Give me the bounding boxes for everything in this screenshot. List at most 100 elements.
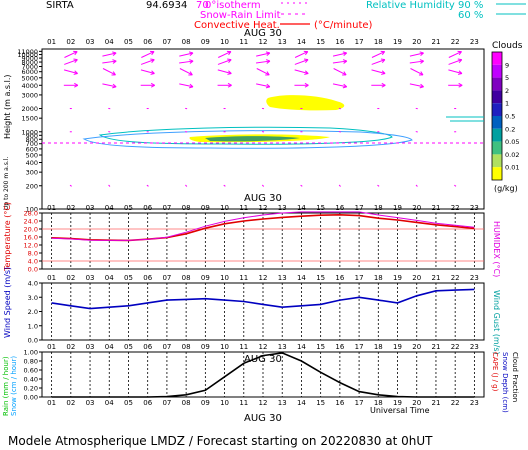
hour-label-wind: 11 (239, 274, 248, 282)
cloud-ytick-label: 11000 (17, 48, 38, 56)
legend-isotherm: 0°isotherm (205, 0, 261, 11)
wind-arrow-head (74, 70, 78, 74)
wind-arrow (338, 184, 341, 187)
wind-arrow-head (419, 86, 424, 89)
wind-arrow-head (419, 51, 424, 54)
cloud-panel-frame (41, 48, 485, 210)
wind-arrow (448, 51, 462, 58)
wind-arrow-head (420, 60, 424, 64)
hour-label-top: 07 (162, 38, 171, 46)
wind-ylabel: Wind Speed (m/s) (3, 267, 12, 338)
colorbar-segment (492, 64, 502, 78)
hour-label-rain-top: 10 (220, 343, 229, 351)
hour-label-bottom: 11 (239, 399, 248, 407)
cloud-ytick-label: 4000 (21, 82, 38, 90)
hour-label-temp: 18 (374, 204, 383, 212)
wind-arrow-head (188, 51, 194, 54)
wind-arrow-head (265, 86, 270, 89)
hour-label-top: 04 (105, 38, 114, 46)
wind-arrow (185, 184, 188, 187)
hour-label-rain-top: 17 (355, 343, 364, 351)
wind-arrow-head (227, 73, 232, 75)
hour-label-top: 12 (259, 38, 268, 46)
colorbar-label: 0.02 (505, 151, 519, 159)
wind-arrow (332, 52, 347, 57)
footer-text: Modele Atmospherique LMDZ / Forecast sta… (8, 434, 433, 448)
colorbar-segment (492, 141, 502, 155)
temperature-ytick-label: 20.0 (24, 226, 38, 234)
cloud-ylabel-lower: Up to 200 m a.s.l. (3, 157, 10, 210)
hour-label-wind: 18 (374, 274, 383, 282)
hour-label-temp: 02 (66, 204, 75, 212)
wind-arrow (332, 60, 347, 64)
wind-arrow-head (458, 82, 463, 86)
hour-label-top: 10 (220, 38, 229, 46)
wind-arrow-head (150, 82, 155, 86)
wind-arrow-head (189, 83, 194, 88)
hour-label-top: 21 (431, 38, 440, 46)
wind-arrow (140, 69, 155, 74)
wind-arrow-head (343, 83, 348, 88)
rain-ytick-label: 0.20 (24, 385, 38, 393)
rain-ytick-label: 1.00 (24, 349, 38, 357)
date-label-top: AUG 30 (244, 28, 282, 39)
wind-arrow (371, 59, 386, 65)
humidity-contour-right (446, 116, 484, 122)
hour-label-wind: 03 (86, 274, 95, 282)
hour-label-wind: 17 (355, 274, 364, 282)
cloud-ytick-label: 400 (26, 159, 38, 167)
panel-rain-layer: 0.000.200.400.600.801.00 (24, 349, 475, 402)
rain-ytick-label: 0.00 (24, 394, 38, 402)
wind-arrow-head (342, 59, 347, 62)
colorbar-segment (492, 103, 502, 116)
wind-arrow-head (304, 59, 309, 63)
hour-label-temp: 10 (220, 204, 229, 212)
colorbar-title: Clouds (492, 41, 523, 51)
hour-label-top: 09 (201, 38, 210, 46)
hour-label-wind: 14 (297, 274, 306, 282)
wind-arrow-head (458, 84, 463, 88)
wind-arrow-head (227, 58, 232, 61)
cloud-ytick-label: 10000 (17, 51, 38, 59)
temperature-ytick-label: 24.0 (24, 218, 38, 226)
wind-arrow (371, 51, 385, 58)
colorbar-label: 0.2 (505, 125, 515, 133)
temperature-ytick-label: 28.0 (24, 210, 38, 218)
hour-label-temp: 11 (239, 204, 248, 212)
hour-label-temp: 23 (470, 204, 479, 212)
wind-arrow-head (381, 82, 386, 86)
wind-arrow (64, 59, 78, 65)
wind-arrow-head (266, 71, 270, 76)
hour-label-bottom: 23 (470, 399, 479, 407)
cloud-ytick-label: 200 (26, 182, 38, 190)
hour-label-rain-top: 23 (470, 343, 479, 351)
hour-label-temp: 09 (201, 204, 210, 212)
hour-label-bottom: 09 (201, 399, 210, 407)
hour-label-rain-top: 02 (66, 343, 75, 351)
hour-label-temp: 22 (451, 204, 460, 212)
cloud-ytick-label: 800 (26, 136, 38, 144)
colorbar-label: 2 (505, 87, 509, 95)
wind-arrow-head (457, 73, 463, 75)
wind-arrow (448, 69, 463, 74)
hour-label-top: 06 (143, 38, 152, 46)
wind-arrow (410, 68, 424, 76)
wind-arrow-head (343, 60, 348, 64)
hour-label-temp: 13 (278, 204, 287, 212)
wind-arrow (179, 52, 194, 57)
wind-arrow-head (303, 58, 309, 61)
wind-gust-ylabel: Wind Gust (m/s) (492, 290, 501, 355)
panel-wind-layer: 0.0 1.0 2.0 3.0 4.0 (28, 280, 475, 345)
wind-arrow-head (74, 51, 78, 56)
hour-label-bottom: 18 (374, 399, 383, 407)
panel-temperature-layer: 0.04.08.012.016.020.024.028.0 (24, 210, 484, 274)
wind-arrow-head (189, 86, 194, 89)
wind-arrow-head (381, 73, 386, 75)
wind-arrow (217, 69, 232, 74)
hour-label-bottom: 08 (182, 399, 191, 407)
wind-arrow-head (151, 59, 155, 63)
wind-arrow (102, 68, 116, 76)
hour-label-rain-top: 16 (335, 343, 344, 351)
temp-ylabel: Temperature (°C) (3, 202, 12, 272)
